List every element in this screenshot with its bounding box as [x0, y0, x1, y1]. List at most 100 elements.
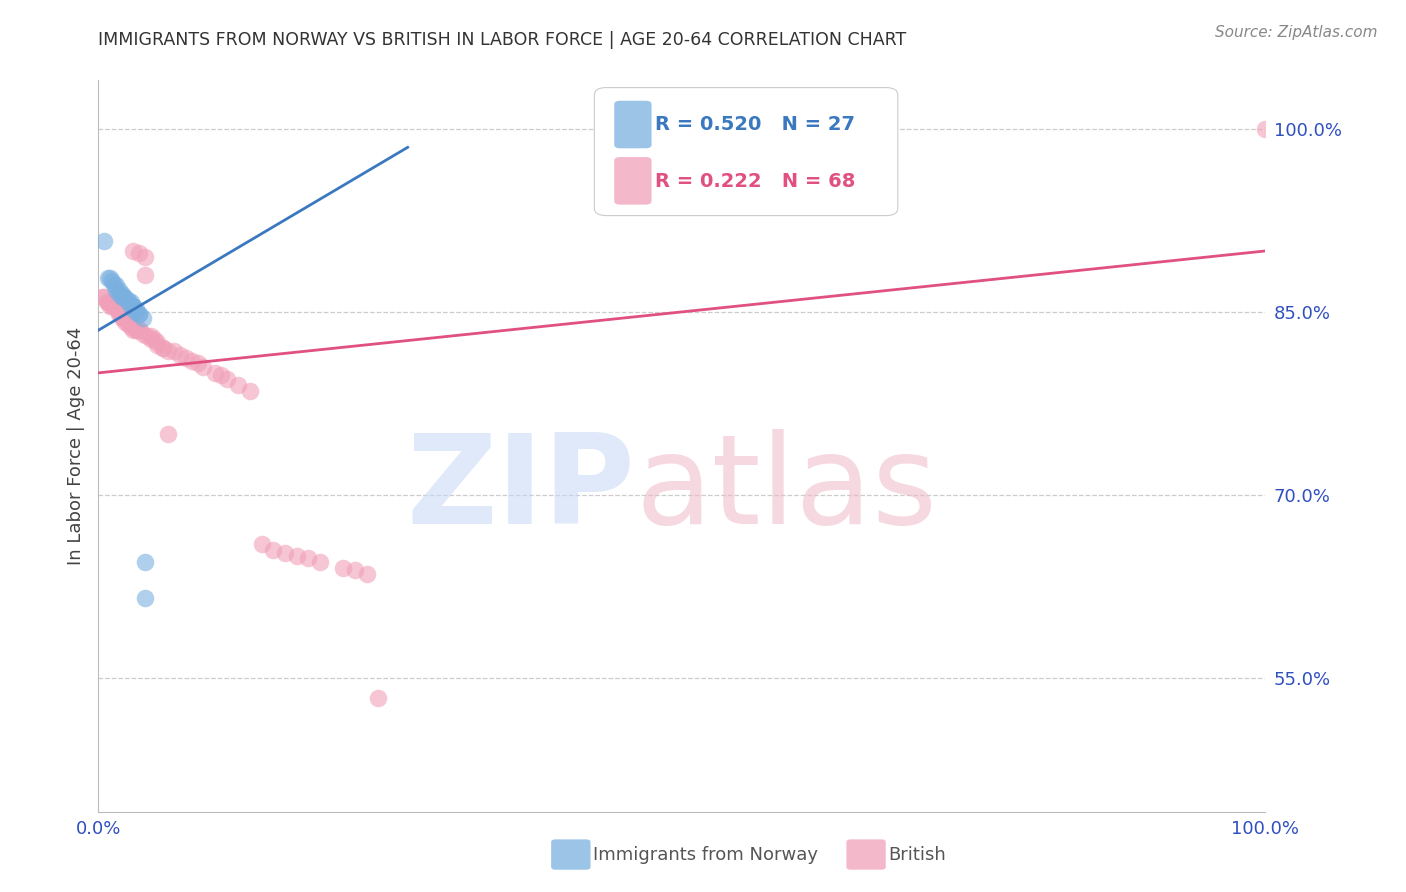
Point: [98, 270, 121, 285]
Text: R = 0.222   N = 68: R = 0.222 N = 68: [655, 172, 855, 191]
Point: [122, 299, 145, 313]
Point: [104, 295, 127, 310]
Point: [112, 290, 135, 304]
Point: [215, 372, 238, 386]
Point: [134, 250, 156, 264]
Text: British: British: [889, 846, 946, 863]
Point: [104, 283, 127, 297]
Point: [101, 299, 124, 313]
Point: [1254, 122, 1277, 136]
FancyBboxPatch shape: [595, 87, 898, 216]
Point: [108, 286, 131, 301]
Y-axis label: In Labor Force | Age 20-64: In Labor Force | Age 20-64: [66, 326, 84, 566]
Point: [117, 317, 139, 331]
Point: [344, 563, 367, 577]
Point: [239, 384, 262, 399]
Point: [101, 274, 124, 288]
Point: [125, 323, 148, 337]
Point: [120, 295, 142, 310]
Point: [146, 335, 169, 350]
Point: [274, 546, 297, 560]
Point: [169, 348, 191, 362]
Point: [120, 317, 142, 331]
Point: [193, 359, 215, 374]
Point: [125, 302, 148, 317]
Point: [297, 551, 319, 566]
Point: [104, 299, 127, 313]
Point: [108, 307, 131, 321]
Point: [309, 555, 332, 569]
FancyBboxPatch shape: [614, 101, 651, 148]
Point: [174, 351, 197, 366]
Point: [139, 329, 162, 343]
Point: [117, 293, 139, 307]
FancyBboxPatch shape: [614, 157, 651, 204]
Point: [111, 290, 134, 304]
Text: Source: ZipAtlas.com: Source: ZipAtlas.com: [1215, 25, 1378, 40]
Point: [120, 299, 142, 313]
Point: [104, 278, 127, 293]
Point: [96, 295, 118, 310]
Point: [209, 368, 232, 383]
Point: [367, 691, 389, 706]
Text: ZIP: ZIP: [406, 429, 636, 550]
Point: [118, 317, 141, 331]
Point: [112, 290, 135, 304]
Point: [107, 302, 129, 317]
Point: [134, 268, 156, 283]
Text: R = 0.520   N = 27: R = 0.520 N = 27: [655, 115, 855, 134]
Point: [134, 555, 156, 569]
Point: [285, 549, 308, 563]
Point: [152, 342, 174, 356]
Point: [139, 332, 162, 346]
Point: [98, 299, 121, 313]
Point: [105, 302, 128, 317]
Point: [103, 299, 125, 313]
Point: [125, 305, 148, 319]
Point: [122, 244, 145, 258]
Point: [125, 323, 148, 337]
Point: [152, 342, 174, 356]
Text: atlas: atlas: [636, 429, 938, 550]
Point: [128, 307, 150, 321]
Point: [356, 567, 378, 582]
Point: [128, 246, 150, 260]
Point: [129, 323, 152, 337]
Point: [187, 356, 209, 370]
Point: [146, 338, 169, 352]
Point: [112, 311, 135, 326]
Point: [103, 278, 125, 293]
Point: [111, 307, 134, 321]
Point: [180, 353, 202, 368]
Point: [128, 307, 150, 321]
Point: [134, 591, 156, 606]
Point: [98, 295, 121, 310]
Point: [132, 311, 155, 326]
Point: [108, 305, 131, 319]
Point: [157, 343, 180, 358]
Point: [97, 270, 120, 285]
Point: [110, 307, 132, 321]
Point: [132, 326, 155, 341]
Point: [114, 315, 136, 329]
Point: [332, 561, 354, 575]
Point: [122, 299, 145, 313]
Point: [143, 332, 166, 346]
Point: [262, 542, 284, 557]
Point: [122, 302, 145, 317]
Point: [97, 295, 120, 310]
Point: [97, 295, 120, 310]
Point: [120, 319, 142, 334]
Point: [204, 366, 226, 380]
Text: IMMIGRANTS FROM NORWAY VS BRITISH IN LABOR FORCE | AGE 20-64 CORRELATION CHART: IMMIGRANTS FROM NORWAY VS BRITISH IN LAB…: [98, 31, 907, 49]
Point: [111, 311, 134, 326]
Point: [128, 323, 150, 337]
Point: [157, 426, 180, 441]
Point: [93, 234, 115, 248]
Point: [122, 323, 145, 337]
Point: [117, 295, 139, 310]
Point: [163, 343, 186, 358]
Point: [228, 378, 250, 392]
Point: [93, 290, 115, 304]
Point: [250, 536, 273, 550]
